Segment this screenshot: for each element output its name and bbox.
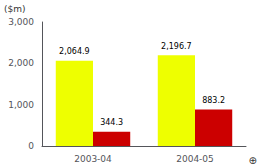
svg-text:2004-05: 2004-05 xyxy=(176,154,214,164)
svg-text:883.2: 883.2 xyxy=(202,96,225,105)
svg-text:2,000: 2,000 xyxy=(8,58,34,68)
svg-text:3,000: 3,000 xyxy=(8,17,34,27)
svg-text:1,000: 1,000 xyxy=(8,100,34,110)
svg-text:($m): ($m) xyxy=(4,4,26,14)
svg-text:2003-04: 2003-04 xyxy=(74,154,112,164)
svg-text:344.3: 344.3 xyxy=(100,118,123,127)
svg-text:⊕: ⊕ xyxy=(249,155,257,166)
svg-text:2,196.7: 2,196.7 xyxy=(161,42,192,51)
svg-text:0: 0 xyxy=(28,141,34,151)
svg-text:2,064.9: 2,064.9 xyxy=(59,47,90,56)
